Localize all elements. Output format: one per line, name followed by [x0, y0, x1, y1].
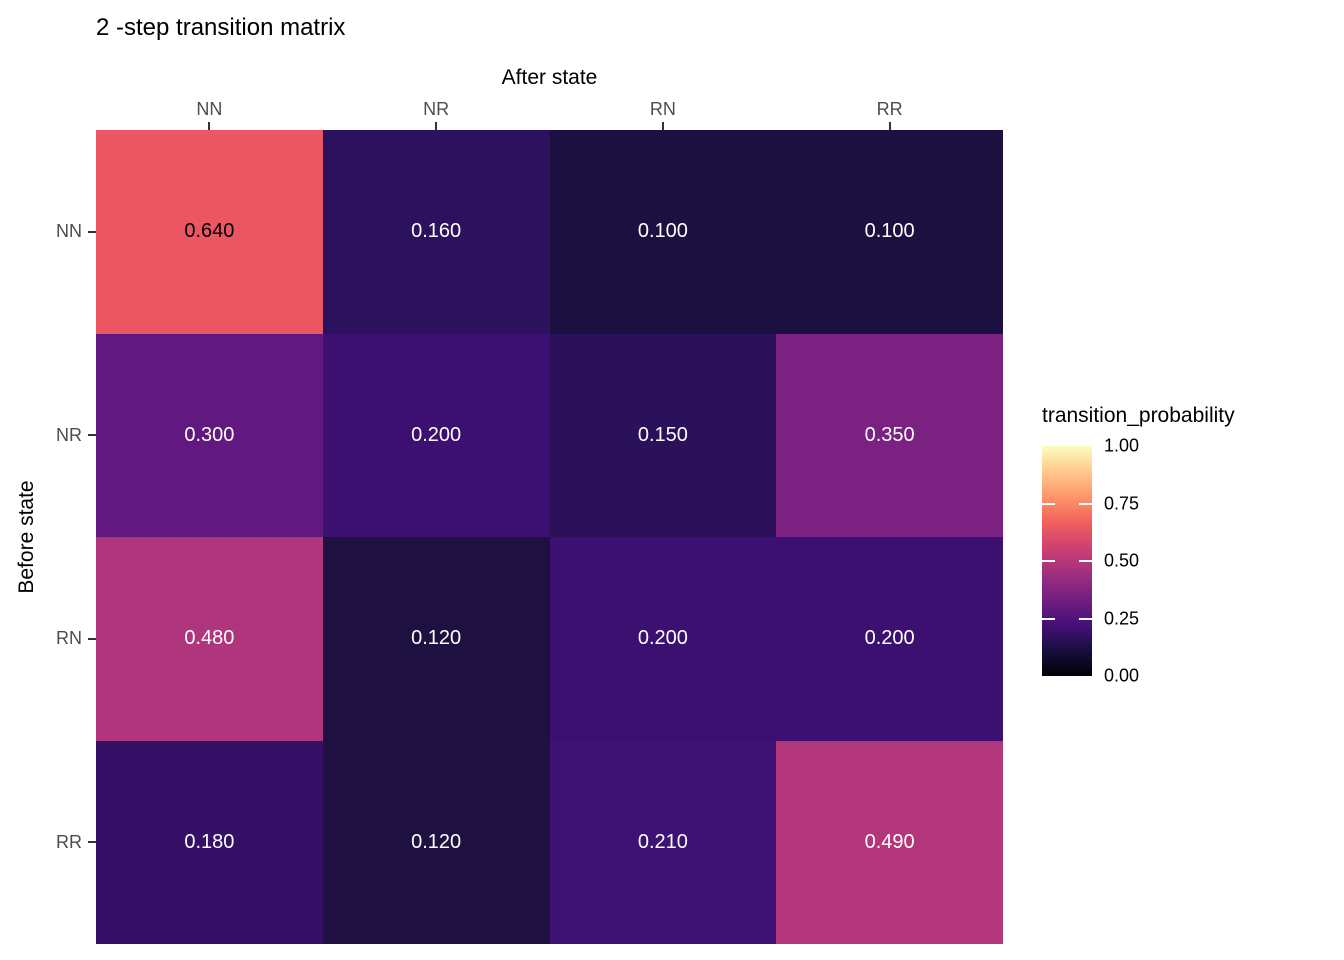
legend-tick-label-0.50: 0.50 — [1104, 550, 1140, 571]
heatmap-panel: 0.640 0.160 0.100 0.100 0.300 0.200 0.150 0.350… — [96, 130, 1003, 944]
x-tick-mark-NR — [435, 122, 438, 130]
heatmap-cell-NR-RR: 0.350 — [776, 333, 1003, 537]
heatmap-cell-RN-NR: 0.120 — [322, 537, 550, 741]
heatmap-cell-NR-NN: 0.300 — [96, 333, 323, 537]
heatmap-cell-RR-NR: 0.120 — [322, 740, 550, 944]
y-tick-label-RR: RR — [56, 831, 82, 852]
legend-colorbar — [1042, 446, 1092, 676]
heatmap-cell-NR-NR: 0.200 — [322, 333, 550, 537]
y-tick-label-NR: NR — [56, 424, 82, 445]
legend-tick-mark — [1042, 617, 1055, 620]
legend-tick-label-0.75: 0.75 — [1104, 493, 1140, 513]
x-axis-tick-labels: NN NR RN RR — [96, 98, 1003, 120]
y-tick-mark-RN — [88, 637, 96, 640]
x-axis-tick-marks — [96, 122, 1003, 130]
legend-tick-label-1.00: 1.00 — [1104, 435, 1140, 456]
x-tick-mark-NN — [208, 122, 211, 130]
heatmap-cell-RR-NN: 0.180 — [96, 740, 323, 944]
y-tick-mark-NR — [88, 434, 96, 437]
legend-title: transition_probability — [1042, 404, 1235, 427]
y-tick-mark-RR — [88, 841, 96, 844]
heatmap-cell-RN-RR: 0.200 — [776, 537, 1003, 741]
y-tick-label-NN: NN — [56, 221, 82, 242]
legend-tick-label-0.25: 0.25 — [1104, 608, 1140, 628]
heatmap-cell-RR-RN: 0.210 — [549, 740, 777, 944]
x-tick-label-RN: RN — [649, 99, 676, 119]
legend-tick-mark — [1079, 617, 1092, 620]
heatmap-cell-RN-RN: 0.200 — [549, 537, 777, 741]
x-axis-title: After state — [501, 66, 598, 89]
x-tick-label-NN: NN — [196, 99, 223, 119]
y-axis-tick-marks — [88, 130, 96, 944]
x-tick-mark-RN — [661, 122, 664, 130]
x-tick-label-RR: RR — [876, 99, 903, 119]
heatmap-cell-NN-NR: 0.160 — [322, 130, 550, 334]
heatmap-cell-NN-RN: 0.100 — [549, 130, 777, 334]
y-tick-mark-NN — [88, 230, 96, 233]
heatmap-cell-RR-RR: 0.490 — [776, 740, 1003, 944]
legend-tick-mark — [1042, 502, 1055, 505]
y-tick-label-RN: RN — [56, 628, 82, 649]
legend-tick-mark — [1079, 560, 1092, 562]
x-tick-label-NR: NR — [423, 99, 450, 119]
chart-title: 2 -step transition matrix — [96, 14, 346, 41]
y-axis-tick-labels: NN NR RN RR — [0, 130, 82, 944]
legend-tick-labels: 1.00 0.75 0.50 0.25 0.00 — [1104, 436, 1184, 686]
x-tick-mark-RR — [888, 122, 891, 130]
heatmap-cell-NR-RN: 0.150 — [549, 333, 777, 537]
heatmap-cell-RN-NN: 0.480 — [96, 537, 323, 741]
legend-tick-mark — [1079, 502, 1092, 505]
heatmap-cell-NN-RR: 0.100 — [776, 130, 1003, 334]
legend-tick-mark — [1042, 560, 1055, 562]
legend-tick-label-0.00: 0.00 — [1104, 665, 1140, 686]
heatmap-cell-NN-NN: 0.640 — [96, 130, 323, 334]
